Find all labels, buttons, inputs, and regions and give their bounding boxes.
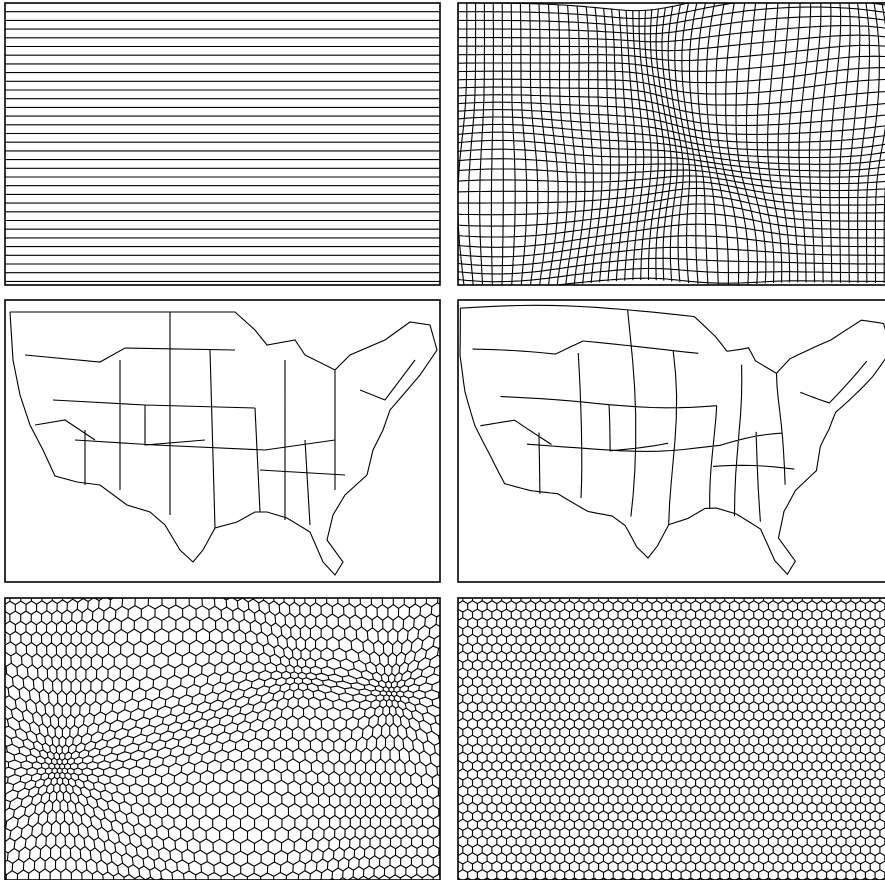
grid-lines <box>458 3 885 285</box>
grid-lines <box>5 3 440 282</box>
panel-border <box>457 299 885 583</box>
map <box>4 299 441 583</box>
state-lines <box>24 312 416 529</box>
panel-content <box>459 304 885 576</box>
panel-border <box>4 299 441 583</box>
hex-lines <box>458 598 885 880</box>
hex-lines <box>5 598 440 880</box>
state-lines <box>472 309 868 525</box>
distorted-grid <box>457 2 885 286</box>
map-outline <box>459 304 885 576</box>
panel-border <box>457 597 885 880</box>
regular-grid <box>4 2 441 286</box>
regular-hex-grid <box>457 597 885 880</box>
map-outline <box>9 311 438 576</box>
distorted-hex-grid <box>4 597 441 880</box>
panel-content <box>9 311 438 576</box>
panel-border <box>4 2 441 286</box>
panel-border <box>457 2 885 286</box>
panel-border <box>4 597 441 880</box>
panel-content <box>5 598 440 880</box>
panel-content <box>458 3 885 285</box>
panel-content <box>458 598 885 880</box>
panel-content <box>5 3 440 282</box>
distorted-map <box>457 299 885 583</box>
